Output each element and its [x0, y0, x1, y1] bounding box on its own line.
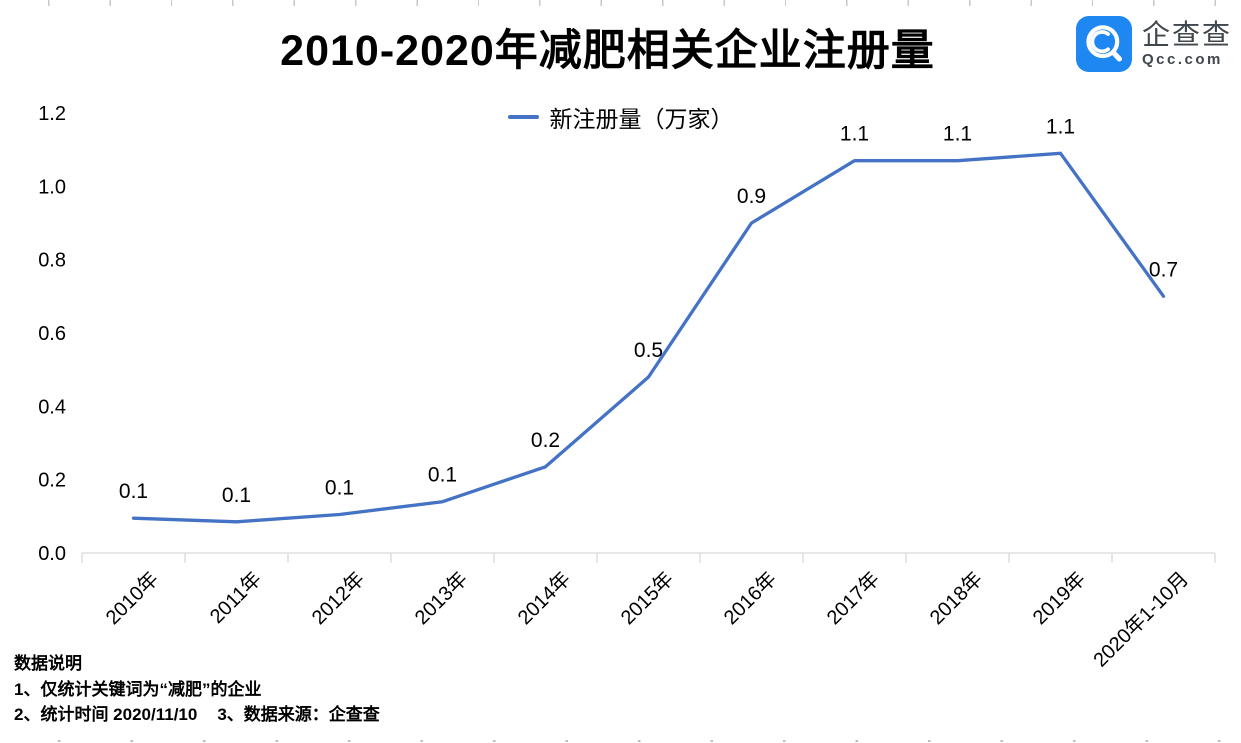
x-tick-label: 2017年: [822, 567, 884, 629]
qcc-logo-name: 企查查: [1141, 19, 1232, 50]
data-point-label: 0.9: [737, 185, 766, 208]
bottom-crop-marks: [58, 739, 1241, 742]
chart-legend: 新注册量（万家）: [0, 100, 1241, 134]
x-tick-label: 2015年: [616, 567, 678, 629]
legend-line-swatch: [507, 115, 539, 119]
y-tick-label: 1.0: [38, 176, 66, 198]
data-point-label: 1.1: [1046, 115, 1075, 138]
top-crop-marks: [48, 0, 1241, 6]
x-tick-label: 2012年: [307, 567, 369, 629]
qcc-logo-text: 企查查 Qcc.com: [1142, 19, 1232, 69]
x-axis: [81, 552, 1216, 563]
y-tick-label: 0.2: [38, 470, 66, 492]
footnote-line-1: 1、仅统计关键词为“减肥”的企业: [14, 679, 262, 699]
y-tick-label: 1.2: [38, 103, 66, 125]
data-point-label: 1.1: [943, 123, 972, 146]
data-point-label: 0.1: [428, 464, 457, 487]
data-point-label: 0.1: [119, 480, 148, 503]
qcc-magnifier-icon: [1075, 16, 1132, 72]
x-tick-label: 2020年1-10月: [1089, 567, 1193, 671]
legend-label: 新注册量（万家）: [549, 106, 734, 132]
data-point-label: 0.2: [531, 429, 560, 452]
footnote-line-3: 3、数据来源：企查查: [217, 705, 380, 724]
qcc-logo: 企查查 Qcc.com: [1075, 16, 1232, 72]
y-tick-label: 0.0: [38, 543, 66, 565]
footnote-heading: 数据说明: [14, 654, 82, 673]
x-tick-label: 2013年: [410, 567, 472, 629]
data-point-label: 0.5: [634, 339, 663, 362]
data-point-label: 0.1: [222, 484, 251, 507]
chart-title: 2010-2020年减肥相关企业注册量: [280, 27, 935, 75]
qcc-logo-domain: Qcc.com: [1141, 51, 1223, 68]
x-tick-label: 2016年: [719, 567, 781, 629]
x-tick-label: 2018年: [925, 567, 987, 629]
y-tick-label: 0.4: [38, 396, 66, 418]
x-tick-label: 2014年: [513, 567, 575, 629]
footnote-row: 2、统计时间 2020/11/10 3、数据来源：企查查: [14, 702, 380, 728]
y-tick-label: 0.8: [38, 250, 66, 272]
x-tick-label: 2010年: [101, 567, 163, 629]
data-point-label: 1.1: [840, 123, 869, 146]
x-tick-label: 2019年: [1028, 567, 1090, 629]
data-line: [131, 151, 1166, 524]
data-point-label: 0.7: [1149, 258, 1178, 281]
y-tick-label: 0.6: [38, 323, 66, 345]
data-point-label: 0.1: [325, 477, 354, 500]
footnotes: 数据说明 1、仅统计关键词为“减肥”的企业 2、统计时间 2020/11/10 3…: [14, 651, 380, 728]
x-tick-label: 2011年: [205, 567, 266, 628]
footnote-line-2: 2、统计时间 2020/11/10: [14, 705, 198, 724]
